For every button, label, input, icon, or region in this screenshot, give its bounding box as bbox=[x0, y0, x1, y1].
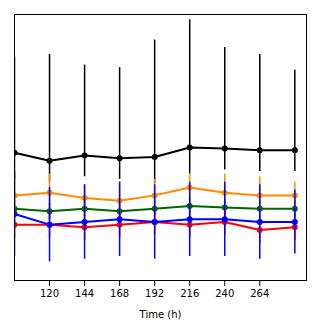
svg-text:120: 120 bbox=[40, 288, 59, 299]
svg-text:Time (h): Time (h) bbox=[139, 309, 182, 320]
svg-text:192: 192 bbox=[145, 288, 164, 299]
svg-text:168: 168 bbox=[110, 288, 129, 299]
svg-text:144: 144 bbox=[75, 288, 94, 299]
svg-text:216: 216 bbox=[180, 288, 199, 299]
svg-text:264: 264 bbox=[250, 288, 269, 299]
svg-text:240: 240 bbox=[215, 288, 234, 299]
